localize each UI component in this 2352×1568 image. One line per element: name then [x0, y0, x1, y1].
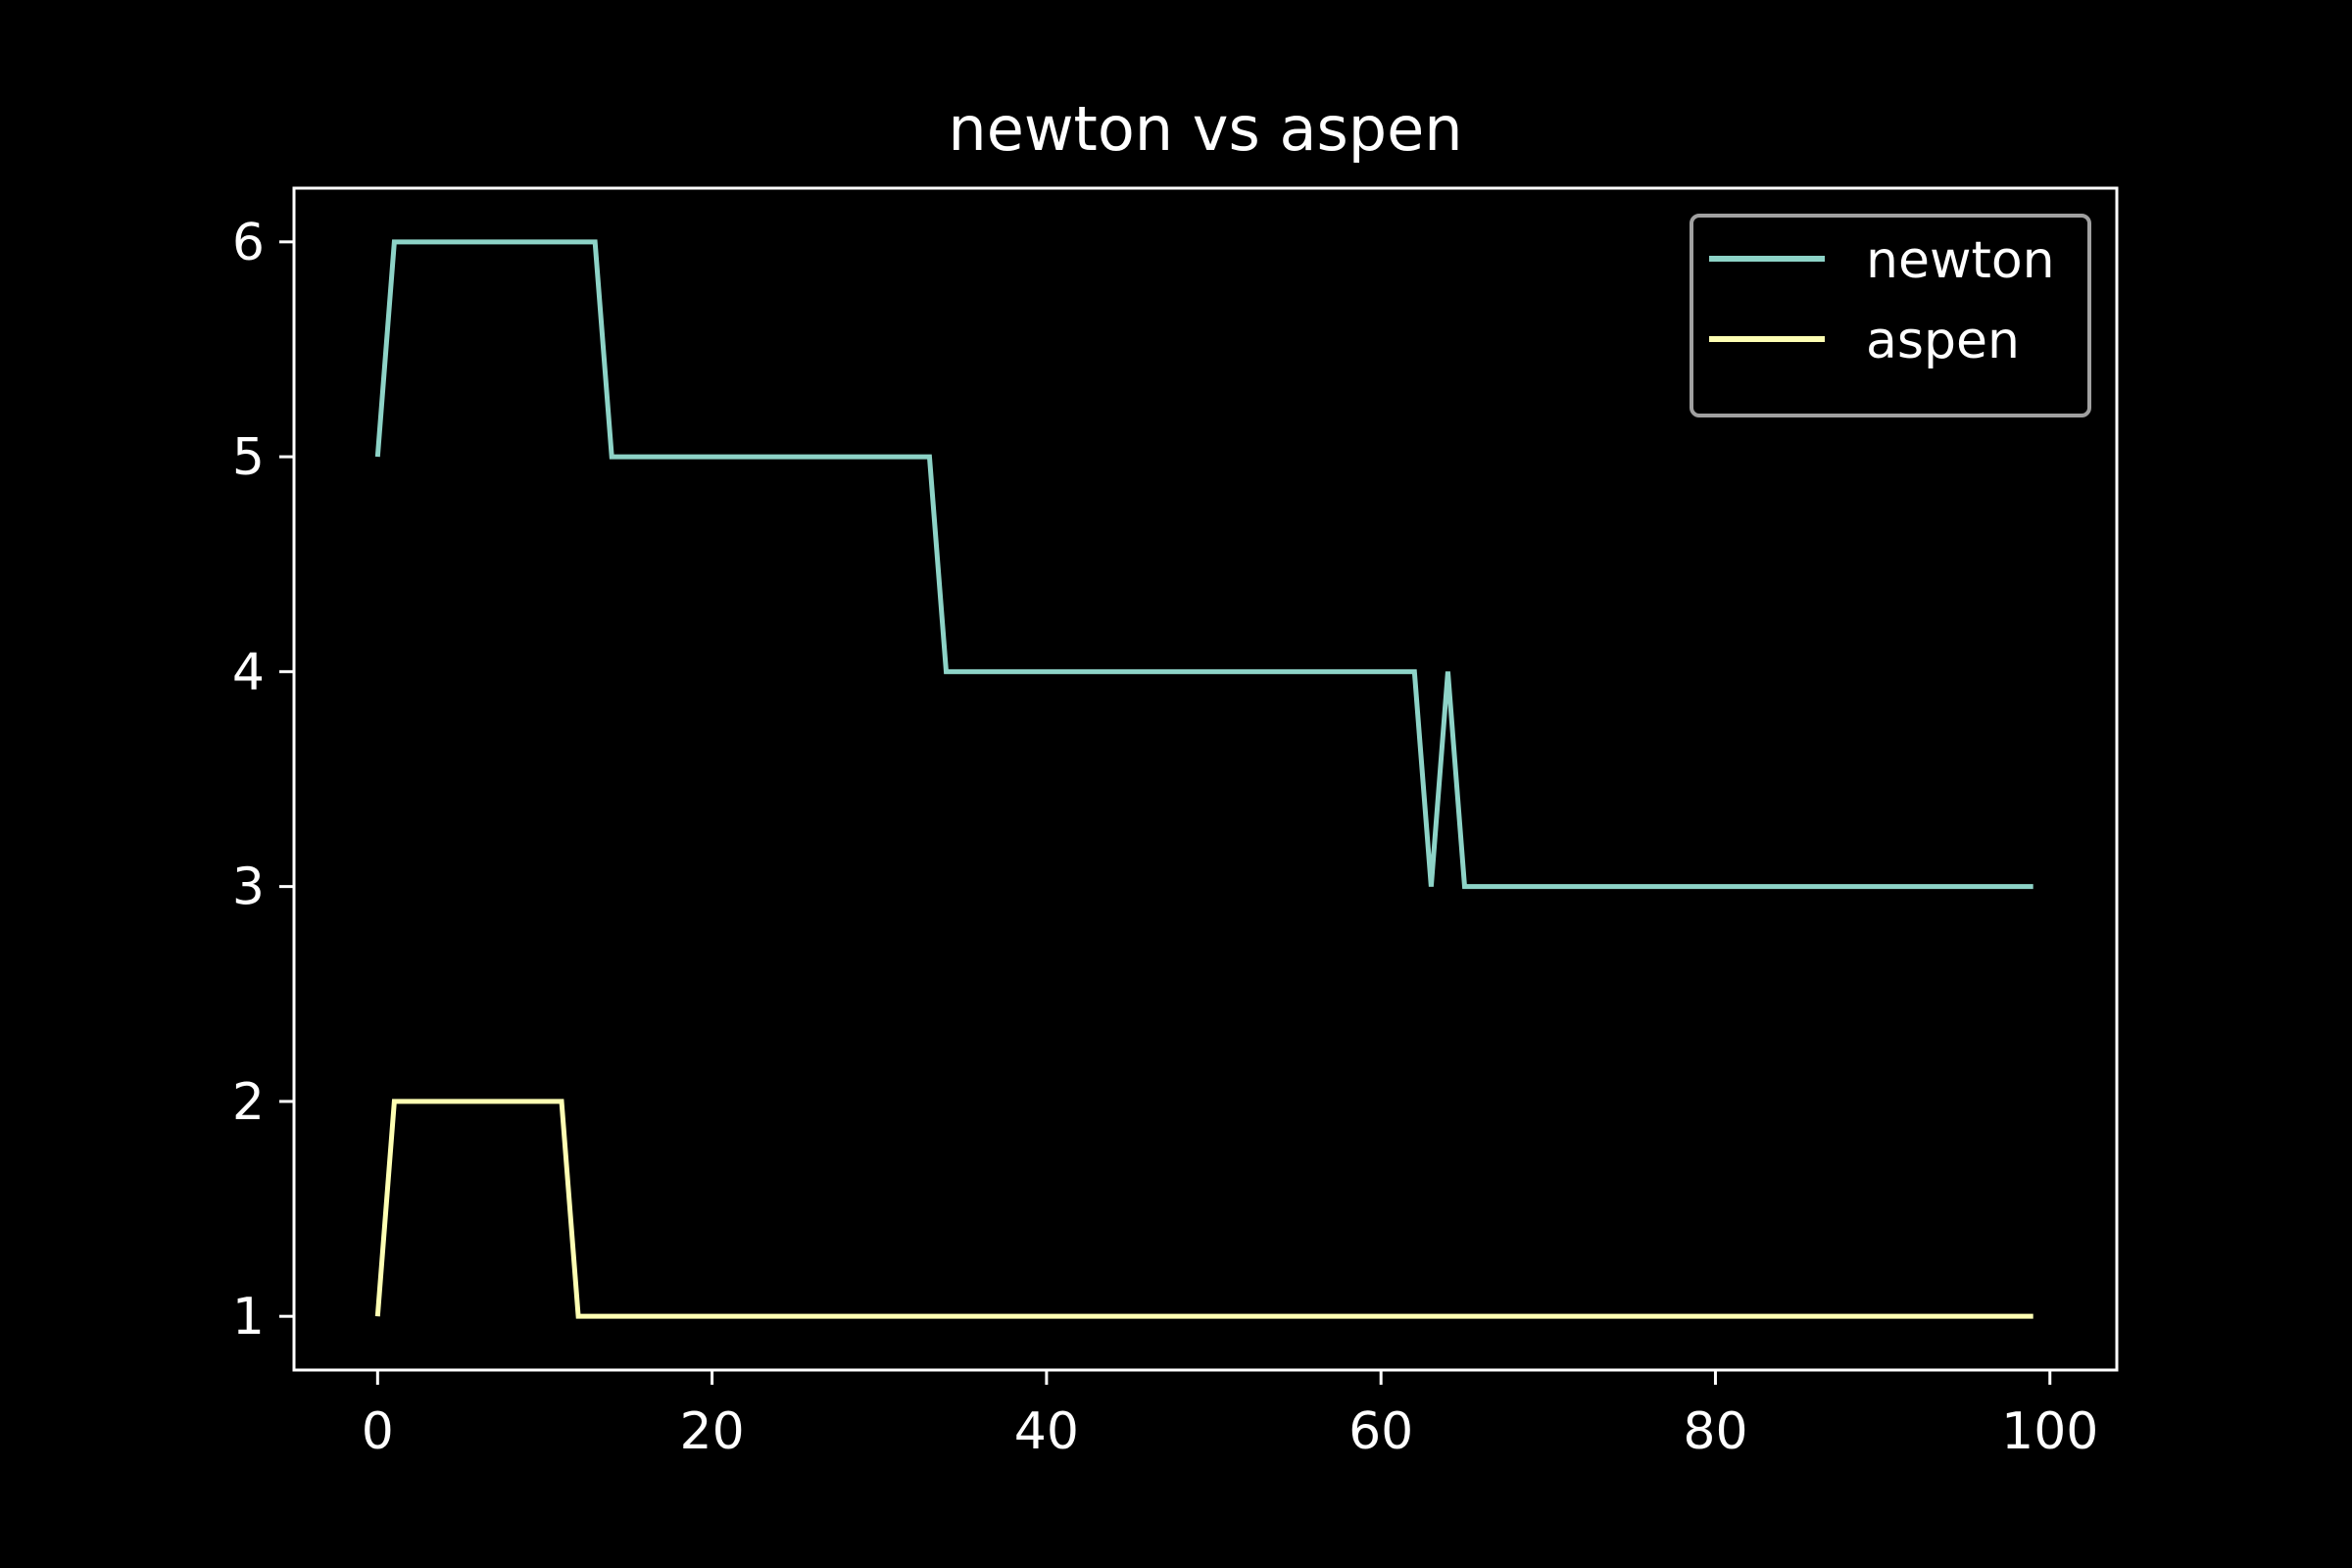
x-tick-label: 0 — [362, 1402, 394, 1461]
plot-area-frame — [292, 186, 2119, 1372]
x-tick-label: 40 — [1014, 1402, 1079, 1461]
y-tick-label: 6 — [232, 214, 265, 272]
legend-label-newton: newton — [1866, 231, 2055, 290]
x-tick-label: 20 — [680, 1402, 745, 1461]
y-tick-label: 5 — [232, 428, 265, 487]
legend: newton aspen — [1690, 214, 2091, 417]
x-tick-label: 60 — [1348, 1402, 1413, 1461]
y-tick-label: 3 — [232, 858, 265, 917]
y-axis: 1 2 3 4 5 6 — [232, 214, 294, 1347]
y-tick-label: 4 — [232, 643, 265, 702]
series-line-aspen — [374, 1099, 2034, 1319]
chart-title: newton vs aspen — [948, 93, 1462, 165]
legend-box — [1690, 214, 2091, 417]
x-tick-label: 80 — [1683, 1402, 1747, 1461]
series-line-newton — [374, 239, 2034, 890]
y-tick-label: 1 — [232, 1288, 265, 1347]
y-tick-label: 2 — [232, 1073, 265, 1132]
x-tick-label: 100 — [2001, 1402, 2098, 1461]
series-layer — [374, 239, 2034, 1319]
legend-label-aspen: aspen — [1866, 312, 2020, 370]
x-axis: 0 20 40 60 80 100 — [362, 1370, 2098, 1461]
